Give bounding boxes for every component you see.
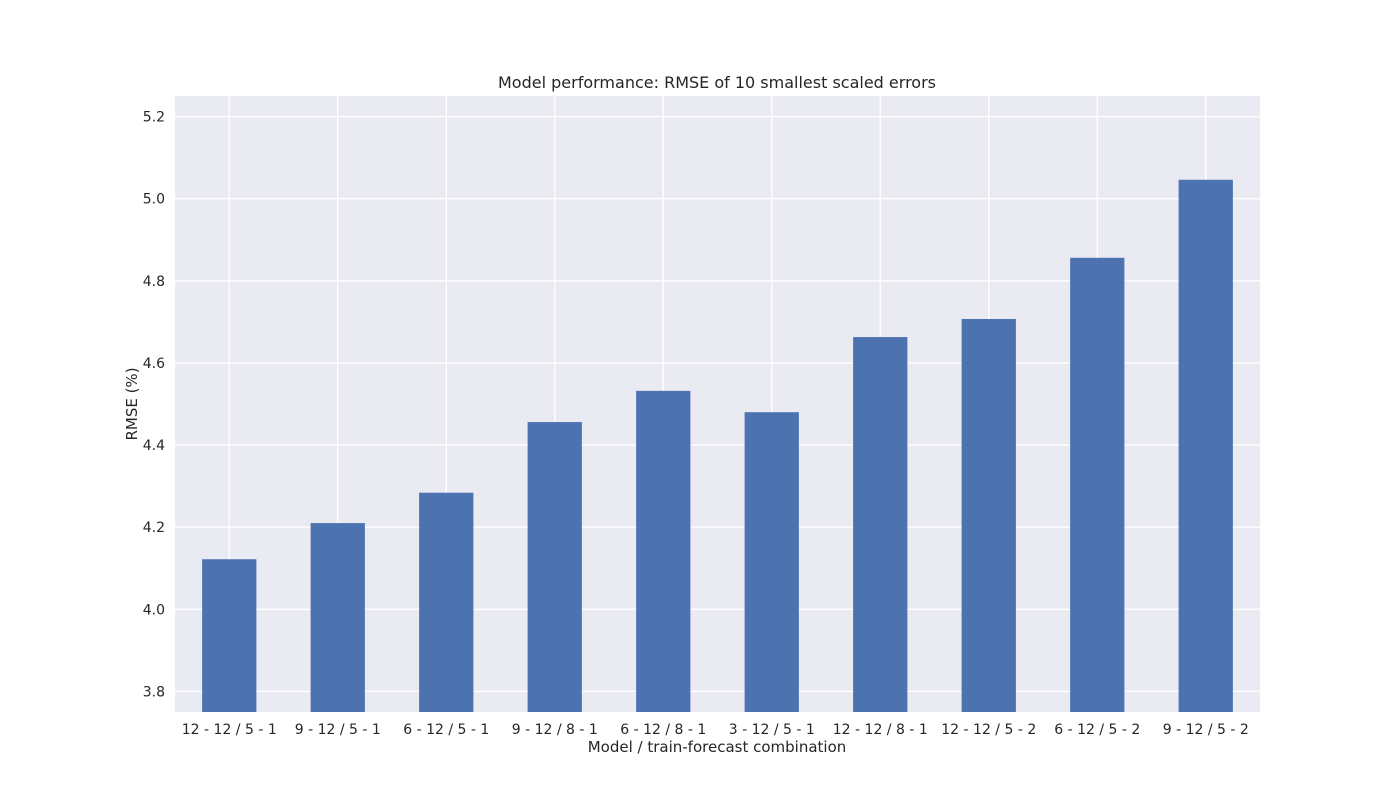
y-tick-label: 4.4 xyxy=(143,438,165,454)
y-axis-ticks: 3.8 4.0 4.2 4.4 4.6 4.8 5.0 5.2 xyxy=(143,110,165,701)
bar xyxy=(310,523,365,712)
x-tick-label: 9 - 12 / 8 - 1 xyxy=(512,722,598,738)
bar xyxy=(636,390,691,712)
y-tick-label: 5.0 xyxy=(143,192,165,208)
y-tick-label: 5.2 xyxy=(143,110,165,126)
x-axis-ticks: 12 - 12 / 5 - 1 9 - 12 / 5 - 1 6 - 12 / 5 … xyxy=(182,722,1249,738)
y-tick-label: 4.6 xyxy=(143,356,165,372)
y-axis-title: RMSE (%) xyxy=(123,367,141,440)
x-tick-label: 12 - 12 / 8 - 1 xyxy=(833,722,928,738)
bar xyxy=(1178,179,1233,712)
y-tick-label: 3.8 xyxy=(143,684,165,700)
y-tick-label: 4.8 xyxy=(143,274,165,290)
bars xyxy=(202,179,1233,712)
x-tick-label: 12 - 12 / 5 - 2 xyxy=(941,722,1036,738)
x-tick-label: 6 - 12 / 8 - 1 xyxy=(620,722,706,738)
bar xyxy=(202,559,257,712)
x-tick-label: 12 - 12 / 5 - 1 xyxy=(182,722,277,738)
y-tick-label: 4.0 xyxy=(143,602,165,618)
x-tick-label: 9 - 12 / 5 - 1 xyxy=(295,722,381,738)
chart-title: Model performance: RMSE of 10 smallest s… xyxy=(498,73,936,92)
bar xyxy=(1070,257,1125,712)
x-tick-label: 6 - 12 / 5 - 1 xyxy=(403,722,489,738)
y-tick-label: 4.2 xyxy=(143,520,165,536)
bar xyxy=(419,492,474,712)
bar xyxy=(853,337,908,712)
x-tick-label: 6 - 12 / 5 - 2 xyxy=(1054,722,1140,738)
x-axis-title: Model / train-forecast combination xyxy=(588,738,847,756)
x-tick-label: 9 - 12 / 5 - 2 xyxy=(1163,722,1249,738)
bar xyxy=(744,412,799,712)
x-tick-label: 3 - 12 / 5 - 1 xyxy=(729,722,815,738)
bar xyxy=(527,422,582,712)
bar xyxy=(961,318,1016,712)
